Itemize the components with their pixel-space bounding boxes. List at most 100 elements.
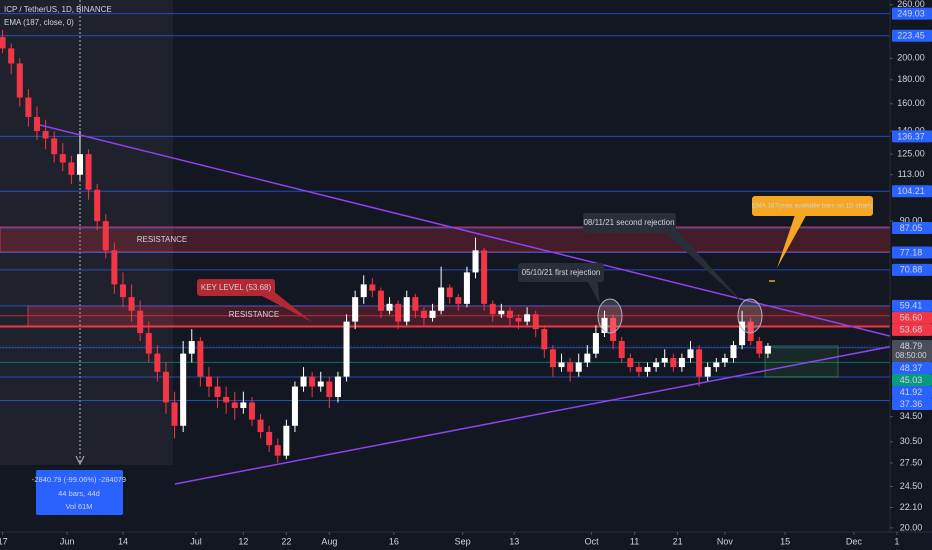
callout-text: 08/11/21 second rejection bbox=[583, 218, 674, 227]
x-tick-label: 11 bbox=[630, 536, 639, 546]
candle-body bbox=[403, 297, 410, 322]
candle-body bbox=[618, 341, 625, 359]
x-tick-label: 14 bbox=[118, 536, 128, 546]
callout bbox=[518, 263, 604, 282]
candle-body bbox=[446, 287, 453, 298]
candle-body bbox=[291, 386, 298, 426]
x-tick-label: Jul bbox=[190, 536, 202, 546]
countdown: 08:50:00 bbox=[895, 351, 927, 360]
x-tick-label: 22 bbox=[281, 536, 291, 546]
y-tick-label: 180.00 bbox=[897, 74, 925, 84]
candle-body bbox=[678, 358, 685, 368]
candle-body bbox=[438, 287, 445, 311]
candle-body bbox=[506, 310, 513, 318]
candle-body bbox=[541, 329, 548, 350]
trendline bbox=[174, 338, 931, 485]
price-label-bg bbox=[892, 29, 932, 42]
x-tick-label: Dec bbox=[846, 536, 863, 546]
candle-body bbox=[326, 381, 333, 397]
x-tick-label: Jun bbox=[60, 536, 75, 546]
candle-body bbox=[498, 310, 505, 315]
y-tick-label: 200.00 bbox=[897, 53, 925, 63]
x-tick-label: 13 bbox=[509, 536, 519, 546]
candle-body bbox=[171, 402, 178, 426]
price-label-bg bbox=[892, 374, 932, 387]
resistance-zone bbox=[0, 226, 891, 253]
rejection-marker bbox=[737, 298, 763, 334]
candle-body bbox=[756, 341, 763, 354]
y-tick-label: 160.00 bbox=[897, 98, 925, 108]
candle-body bbox=[180, 353, 187, 426]
candle-body bbox=[721, 358, 728, 363]
candle-body bbox=[369, 284, 376, 291]
x-tick-label: 21 bbox=[673, 536, 683, 546]
candle-body bbox=[610, 317, 617, 342]
candle-body bbox=[16, 63, 23, 98]
price-label: 56.60 bbox=[900, 313, 923, 323]
price-label: 136.37 bbox=[897, 131, 925, 141]
candle-body bbox=[653, 362, 660, 368]
candle-body bbox=[549, 349, 556, 368]
candle-body bbox=[33, 116, 40, 132]
price-label-bg bbox=[892, 323, 932, 336]
candle-body bbox=[59, 154, 66, 163]
candle-body bbox=[309, 376, 316, 387]
price-label: 223.45 bbox=[897, 31, 925, 41]
candle-body bbox=[696, 349, 703, 377]
candle-body bbox=[51, 138, 58, 155]
candle-body bbox=[231, 402, 238, 409]
position-box bbox=[764, 345, 839, 378]
candle-body bbox=[25, 97, 32, 117]
price-label-bg bbox=[892, 7, 932, 20]
callout-pointer bbox=[777, 212, 808, 268]
candle-body bbox=[283, 425, 290, 456]
candle-body bbox=[377, 290, 384, 311]
measure-text: 44 bars, 44d bbox=[58, 489, 100, 498]
price-label: 41.92 bbox=[900, 387, 923, 397]
price-label-bg bbox=[892, 263, 932, 276]
candle-body bbox=[592, 333, 599, 354]
candle-body bbox=[102, 221, 109, 251]
candle-body bbox=[334, 376, 341, 397]
x-tick-label: 17 bbox=[0, 536, 8, 546]
candle-body bbox=[76, 154, 83, 175]
candle-body bbox=[601, 317, 608, 334]
y-tick-label: 24.50 bbox=[900, 481, 923, 491]
price-label: 77.18 bbox=[900, 247, 923, 257]
price-label-bg bbox=[892, 221, 932, 234]
x-tick-label: 12 bbox=[238, 536, 248, 546]
measure-range bbox=[0, 0, 173, 465]
candle-body bbox=[119, 284, 126, 298]
candle-body bbox=[481, 250, 488, 304]
price-label-bg bbox=[892, 185, 932, 198]
measure-text: Vol 61M bbox=[65, 502, 92, 511]
candle-body bbox=[472, 250, 479, 273]
candle-body bbox=[343, 321, 350, 377]
resistance-label: RESISTANCE bbox=[229, 310, 280, 319]
candle-body bbox=[214, 386, 221, 397]
candle-body bbox=[558, 362, 565, 368]
candle-body bbox=[644, 367, 651, 372]
candle-body bbox=[274, 445, 281, 456]
y-tick-label: 90.00 bbox=[900, 216, 923, 226]
x-tick-label: 1 bbox=[894, 536, 899, 546]
trendline bbox=[39, 124, 931, 347]
price-label: 70.88 bbox=[900, 265, 923, 275]
y-tick-label: 27.50 bbox=[900, 457, 923, 467]
y-tick-label: 34.50 bbox=[900, 411, 923, 421]
candle-body bbox=[489, 303, 496, 315]
candle-body bbox=[764, 346, 771, 354]
candle-body bbox=[532, 314, 539, 330]
candle-body bbox=[730, 345, 737, 359]
price-label-bg bbox=[892, 362, 932, 375]
price-label: 48.37 bbox=[900, 363, 923, 373]
price-label: 104.21 bbox=[897, 186, 925, 196]
candle-body bbox=[455, 297, 462, 304]
x-tick-label: 16 bbox=[389, 536, 399, 546]
candle-body bbox=[85, 154, 92, 190]
callout-pointer bbox=[660, 228, 745, 305]
measure-box bbox=[36, 470, 123, 515]
